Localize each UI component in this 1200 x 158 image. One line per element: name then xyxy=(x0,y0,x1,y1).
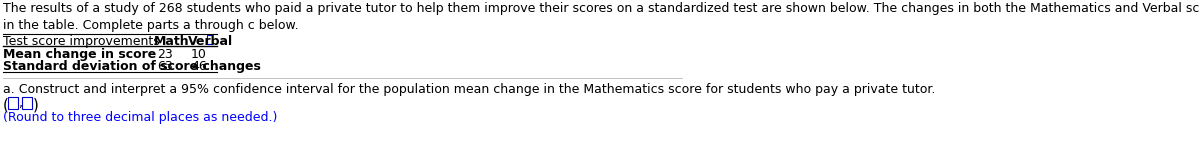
Text: 23: 23 xyxy=(157,48,173,61)
FancyBboxPatch shape xyxy=(206,35,211,44)
Text: Standard deviation of score changes: Standard deviation of score changes xyxy=(2,60,260,73)
Text: Math: Math xyxy=(154,35,190,48)
Text: ): ) xyxy=(32,97,38,112)
Text: Verbal: Verbal xyxy=(188,35,234,48)
Text: 63: 63 xyxy=(157,60,173,73)
Text: (: ( xyxy=(2,97,8,112)
Text: 46: 46 xyxy=(191,60,206,73)
FancyBboxPatch shape xyxy=(22,97,32,109)
Text: Test score improvements: Test score improvements xyxy=(2,35,160,48)
Text: Mean change in score: Mean change in score xyxy=(2,48,156,61)
Text: a. Construct and interpret a 95% confidence interval for the population mean cha: a. Construct and interpret a 95% confide… xyxy=(2,83,935,96)
Text: 10: 10 xyxy=(191,48,208,61)
Text: (Round to three decimal places as needed.): (Round to three decimal places as needed… xyxy=(2,111,277,124)
Text: ,: , xyxy=(19,97,23,110)
FancyBboxPatch shape xyxy=(8,97,18,109)
Text: The results of a study of 268 students who paid a private tutor to help them imp: The results of a study of 268 students w… xyxy=(2,2,1200,32)
